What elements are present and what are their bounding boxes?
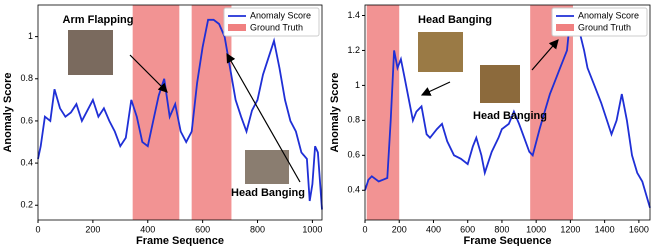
x-tick-label: 600 [460, 224, 475, 234]
legend-label: Anomaly Score [250, 10, 311, 20]
photo [245, 150, 289, 184]
y-tick-label: 0.6 [20, 115, 33, 125]
x-tick-label: 400 [426, 224, 441, 234]
ground-truth-span [367, 5, 400, 220]
legend-swatch [228, 24, 246, 31]
annotation: Head Banging [418, 14, 492, 26]
x-tick-label: 600 [195, 224, 210, 234]
x-tick-label: 1000 [526, 224, 546, 234]
x-axis-label: Frame Sequence [136, 235, 224, 246]
photo [68, 30, 113, 75]
y-tick-label: 0.4 [20, 157, 33, 167]
y-tick-label: 0.8 [347, 115, 360, 125]
x-tick-label: 0 [362, 224, 367, 234]
x-tick-label: 0 [35, 224, 40, 234]
y-axis-label: Anomaly Score [2, 72, 14, 152]
photo [418, 32, 463, 72]
y-tick-label: 0.8 [20, 73, 33, 83]
y-tick-label: 1.4 [347, 10, 360, 20]
arrow [422, 82, 450, 95]
x-tick-label: 1000 [302, 224, 322, 234]
x-tick-label: 1200 [560, 224, 580, 234]
y-tick-label: 1 [355, 80, 360, 90]
x-tick-label: 800 [494, 224, 509, 234]
y-tick-label: 1.2 [347, 45, 360, 55]
x-tick-label: 1400 [595, 224, 615, 234]
legend-swatch [556, 24, 574, 31]
x-tick-label: 400 [140, 224, 155, 234]
annotation: Head Banging [473, 110, 547, 122]
y-tick-label: 0.4 [347, 185, 360, 195]
legend-label: Ground Truth [578, 22, 631, 32]
figure: 0 200 400 600 800 1000 0.2 0.4 0.6 0.8 1 Arm Flappi… [0, 0, 652, 246]
x-tick-label: 200 [85, 224, 100, 234]
annotation: Arm Flapping [63, 14, 134, 26]
x-tick-label: 1600 [629, 224, 649, 234]
y-tick-label: 0.2 [20, 200, 33, 210]
x-tick-label: 200 [392, 224, 407, 234]
legend-label: Ground Truth [250, 22, 303, 32]
legend-label: Anomaly Score [578, 10, 639, 20]
x-tick-label: 800 [250, 224, 265, 234]
annotation: Head Banging [231, 187, 305, 199]
photo [480, 65, 520, 103]
y-axis-label: Anomaly Score [329, 72, 341, 152]
x-axis-label: Frame Sequence [463, 235, 551, 246]
y-tick-label: 0.6 [347, 150, 360, 160]
y-tick-label: 1 [28, 31, 33, 41]
